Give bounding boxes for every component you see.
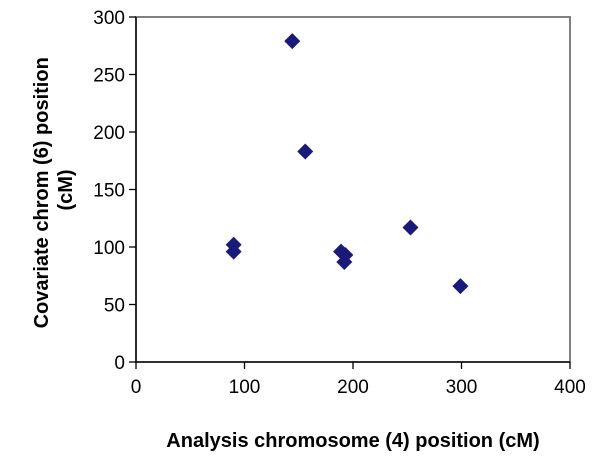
x-tick-label: 0 (131, 377, 142, 398)
y-axis-title-line1: Covariate chrom (6) position (31, 57, 53, 328)
data-point (297, 143, 314, 160)
y-tick-label: 200 (93, 123, 125, 144)
x-axis-title: Analysis chromosome (4) position (cM) (166, 430, 539, 452)
data-point (402, 219, 419, 236)
y-tick-label: 100 (93, 238, 125, 259)
plot-border (135, 16, 571, 363)
y-axis-title-line2: (cM) (55, 169, 77, 210)
y-tick-label: 150 (93, 181, 125, 202)
data-point (336, 253, 353, 270)
data-points (225, 33, 469, 295)
y-axis-title: Covariate chrom (6) position (cM) (31, 52, 77, 329)
y-tick-label: 250 (93, 66, 125, 87)
data-point (225, 243, 242, 260)
y-tick-label: 50 (104, 296, 125, 317)
y-axis: 0 50 100 150 200 250 300 (93, 8, 136, 374)
x-tick-label: 200 (337, 377, 369, 398)
x-axis: 0 100 200 300 400 (131, 362, 586, 398)
data-point (452, 278, 469, 295)
y-tick-label: 300 (93, 8, 125, 29)
plot-area (135, 16, 571, 363)
y-tick-label: 0 (114, 353, 125, 374)
x-tick-label: 300 (446, 377, 478, 398)
x-tick-label: 400 (554, 377, 586, 398)
x-tick-label: 100 (229, 377, 261, 398)
data-point (284, 33, 301, 50)
